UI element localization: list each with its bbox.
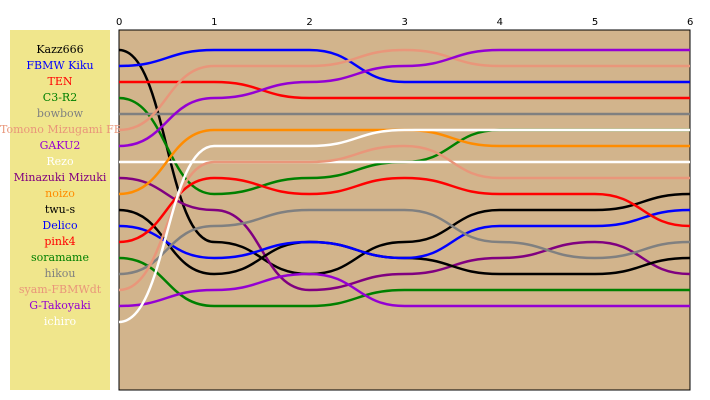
legend-entry-3: C3-R2 [42, 91, 78, 104]
legend-entry-12: pink4 [44, 235, 76, 248]
legend-entry-2: TEN [47, 75, 73, 88]
legend-entry-1: FBMW Kiku [26, 59, 94, 72]
series-line-11 [118, 208, 691, 260]
x-tick-label-3: 3 [402, 17, 408, 28]
x-tick-label-1: 1 [211, 17, 217, 28]
legend-entry-7: Rezo [46, 155, 74, 168]
legend-entry-6: GAKU2 [39, 139, 81, 152]
x-tick-label-0: 0 [116, 17, 122, 28]
series-line-1 [118, 48, 690, 84]
legend-entry-8: Minazuki Mizuki [13, 171, 107, 184]
legend-entry-4: bowbow [36, 107, 84, 120]
series-line-15 [118, 144, 690, 292]
series-lines [118, 48, 691, 324]
legend-entry-16: G-Takoyaki [29, 299, 91, 312]
legend-entry-9: noizo [45, 187, 75, 200]
legend-entry-17: ichiro [43, 315, 77, 328]
x-tick-label-6: 6 [687, 17, 693, 28]
series-line-14 [118, 208, 691, 276]
legend-entry-15: syam-FBMWdt [18, 283, 102, 296]
series-line-0 [118, 48, 691, 276]
series-line-8 [118, 176, 691, 292]
legend-panel [10, 30, 110, 390]
legend-entry-14: hikou [44, 267, 76, 280]
series-line-16 [118, 272, 690, 308]
series-line-6 [118, 48, 690, 148]
x-tick-label-4: 4 [497, 17, 503, 28]
legend-entry-10: twu-s [44, 203, 76, 216]
legend: Kazz666 FBMW Kiku TEN C3-R2 bowbow Tomono Miz… [0, 30, 120, 390]
legend-entry-5: Tomono Mizugami FBMW [0, 123, 120, 136]
legend-entry-13: soramame [30, 251, 89, 264]
x-axis-ticks: 0 1 2 3 4 5 6 [116, 17, 693, 28]
legend-entry-0: Kazz666 [36, 43, 84, 56]
series-line-17 [118, 128, 690, 324]
series-line-2 [119, 80, 690, 100]
x-tick-label-5: 5 [592, 17, 598, 28]
series-line-12 [118, 176, 691, 244]
legend-entry-11: Delico [42, 219, 78, 232]
series-line-13 [118, 256, 690, 308]
x-tick-label-2: 2 [306, 17, 312, 28]
series-line-5 [118, 48, 690, 132]
